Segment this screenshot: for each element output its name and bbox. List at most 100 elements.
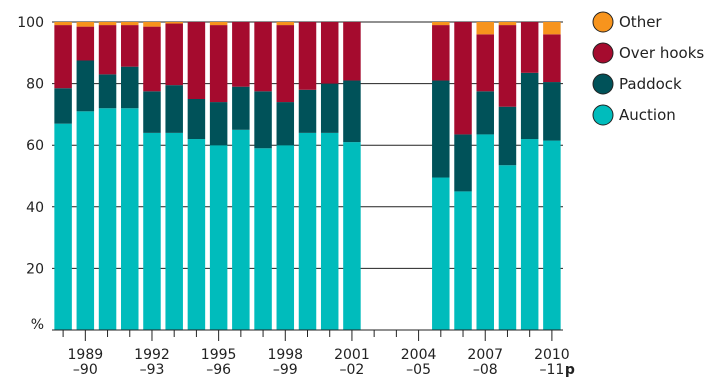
x-tick-label-line2-10: –99 bbox=[273, 362, 298, 377]
x-tick-label-line2-7: –96 bbox=[206, 362, 231, 377]
x-tick-label-22: 2010 bbox=[534, 347, 570, 363]
bar-auction-19 bbox=[476, 134, 494, 330]
bar-over-hooks-6 bbox=[187, 22, 206, 99]
bar-over-hooks-0 bbox=[54, 25, 72, 89]
x-tick-label-4: 1992 bbox=[134, 347, 170, 363]
bar-paddock-9 bbox=[254, 91, 272, 149]
bar-auction-20 bbox=[498, 165, 517, 330]
bar-over-hooks-7 bbox=[209, 25, 228, 103]
bar-paddock-13 bbox=[343, 80, 361, 143]
bar-other-5 bbox=[165, 22, 183, 24]
bar-auction-13 bbox=[343, 142, 361, 330]
bar-over-hooks-10 bbox=[276, 25, 295, 103]
bar-auction-18 bbox=[454, 191, 472, 330]
bar-auction-17 bbox=[432, 177, 450, 330]
bar-over-hooks-8 bbox=[232, 22, 250, 87]
bar-paddock-1 bbox=[76, 60, 95, 112]
bar-other-7 bbox=[209, 22, 228, 26]
bar-over-hooks-20 bbox=[498, 25, 517, 107]
bar-paddock-20 bbox=[498, 106, 517, 166]
bar-paddock-2 bbox=[98, 74, 117, 109]
bar-auction-12 bbox=[320, 132, 339, 330]
x-tick-label-line2-13: –02 bbox=[340, 362, 365, 377]
bar-paddock-4 bbox=[143, 91, 161, 133]
bar-auction-5 bbox=[165, 132, 183, 330]
legend: Other Over hooks Paddock Auction bbox=[592, 11, 704, 126]
bar-auction-22 bbox=[543, 140, 561, 330]
bar-auction-2 bbox=[98, 108, 117, 331]
bar-paddock-10 bbox=[276, 102, 295, 146]
bar-paddock-6 bbox=[187, 99, 206, 140]
bar-auction-9 bbox=[254, 148, 272, 330]
bar-paddock-19 bbox=[476, 91, 494, 135]
x-tick-label-13: 2001 bbox=[334, 347, 370, 363]
bar-over-hooks-21 bbox=[520, 22, 539, 73]
bar-paddock-8 bbox=[232, 86, 250, 130]
x-tick-label-line2-4: –93 bbox=[140, 362, 165, 377]
bar-over-hooks-9 bbox=[254, 22, 272, 92]
bar-auction-10 bbox=[276, 145, 295, 330]
bar-other-17 bbox=[432, 22, 450, 26]
bar-other-3 bbox=[121, 22, 139, 26]
bar-paddock-3 bbox=[121, 66, 139, 109]
x-tick-label-1: 1989 bbox=[68, 347, 104, 363]
bar-over-hooks-19 bbox=[476, 34, 494, 92]
bar-over-hooks-11 bbox=[298, 22, 317, 90]
bar-over-hooks-18 bbox=[454, 22, 472, 135]
x-tick-label-10: 1998 bbox=[267, 347, 303, 363]
bar-auction-8 bbox=[232, 129, 250, 330]
bar-auction-4 bbox=[143, 132, 161, 330]
y-tick-label-20: 20 bbox=[26, 261, 44, 277]
bar-over-hooks-4 bbox=[143, 26, 161, 92]
legend-label-over-hooks: Over hooks bbox=[619, 44, 704, 62]
bar-paddock-21 bbox=[520, 72, 539, 140]
bar-over-hooks-17 bbox=[432, 25, 450, 81]
bar-other-22 bbox=[543, 22, 561, 35]
bar-auction-0 bbox=[54, 123, 72, 330]
bar-over-hooks-3 bbox=[121, 25, 139, 67]
bar-over-hooks-12 bbox=[320, 22, 339, 84]
x-tick-label-16: 2004 bbox=[401, 347, 437, 363]
footnote-marker: p bbox=[565, 362, 575, 377]
legend-swatch-other bbox=[592, 11, 614, 33]
x-tick-label-line2-16: –05 bbox=[406, 362, 431, 377]
axes-layer: % 20 40 60 80 100 1989–90 1992–93 1995–96 1998–9… bbox=[17, 15, 575, 377]
bar-paddock-11 bbox=[298, 89, 317, 133]
bar-paddock-18 bbox=[454, 134, 472, 192]
bar-other-1 bbox=[76, 22, 95, 27]
bar-other-2 bbox=[98, 22, 117, 26]
x-tick-label-19: 2007 bbox=[467, 347, 503, 363]
legend-swatch-auction bbox=[592, 104, 614, 126]
bar-auction-7 bbox=[209, 145, 228, 330]
x-tick-label-line2-19: –08 bbox=[473, 362, 498, 377]
x-tick-label-line2-22: –11 bbox=[539, 362, 564, 377]
y-tick-label-100: 100 bbox=[17, 15, 44, 31]
bar-other-10 bbox=[276, 22, 295, 26]
bar-paddock-12 bbox=[320, 83, 339, 133]
bar-paddock-7 bbox=[209, 102, 228, 146]
y-axis-unit-label: % bbox=[31, 317, 44, 333]
bars-layer bbox=[54, 22, 561, 331]
legend-swatch-over-hooks bbox=[592, 42, 614, 64]
y-tick-label-80: 80 bbox=[26, 77, 44, 93]
bar-paddock-0 bbox=[54, 88, 72, 124]
bar-auction-1 bbox=[76, 111, 95, 330]
bar-over-hooks-13 bbox=[343, 22, 361, 81]
legend-label-other: Other bbox=[619, 13, 662, 31]
bar-other-4 bbox=[143, 22, 161, 27]
bar-other-20 bbox=[498, 22, 517, 26]
bar-auction-6 bbox=[187, 139, 206, 330]
x-tick-label-7: 1995 bbox=[201, 347, 237, 363]
bar-auction-11 bbox=[298, 132, 317, 330]
legend-label-auction: Auction bbox=[619, 106, 676, 124]
y-tick-label-40: 40 bbox=[26, 200, 44, 216]
bar-over-hooks-5 bbox=[165, 23, 183, 86]
bar-other-0 bbox=[54, 22, 72, 26]
bar-over-hooks-2 bbox=[98, 25, 117, 75]
bar-auction-21 bbox=[520, 139, 539, 330]
bar-paddock-22 bbox=[543, 82, 561, 141]
bar-paddock-17 bbox=[432, 80, 450, 178]
bar-other-19 bbox=[476, 22, 494, 35]
bar-over-hooks-1 bbox=[76, 26, 95, 61]
